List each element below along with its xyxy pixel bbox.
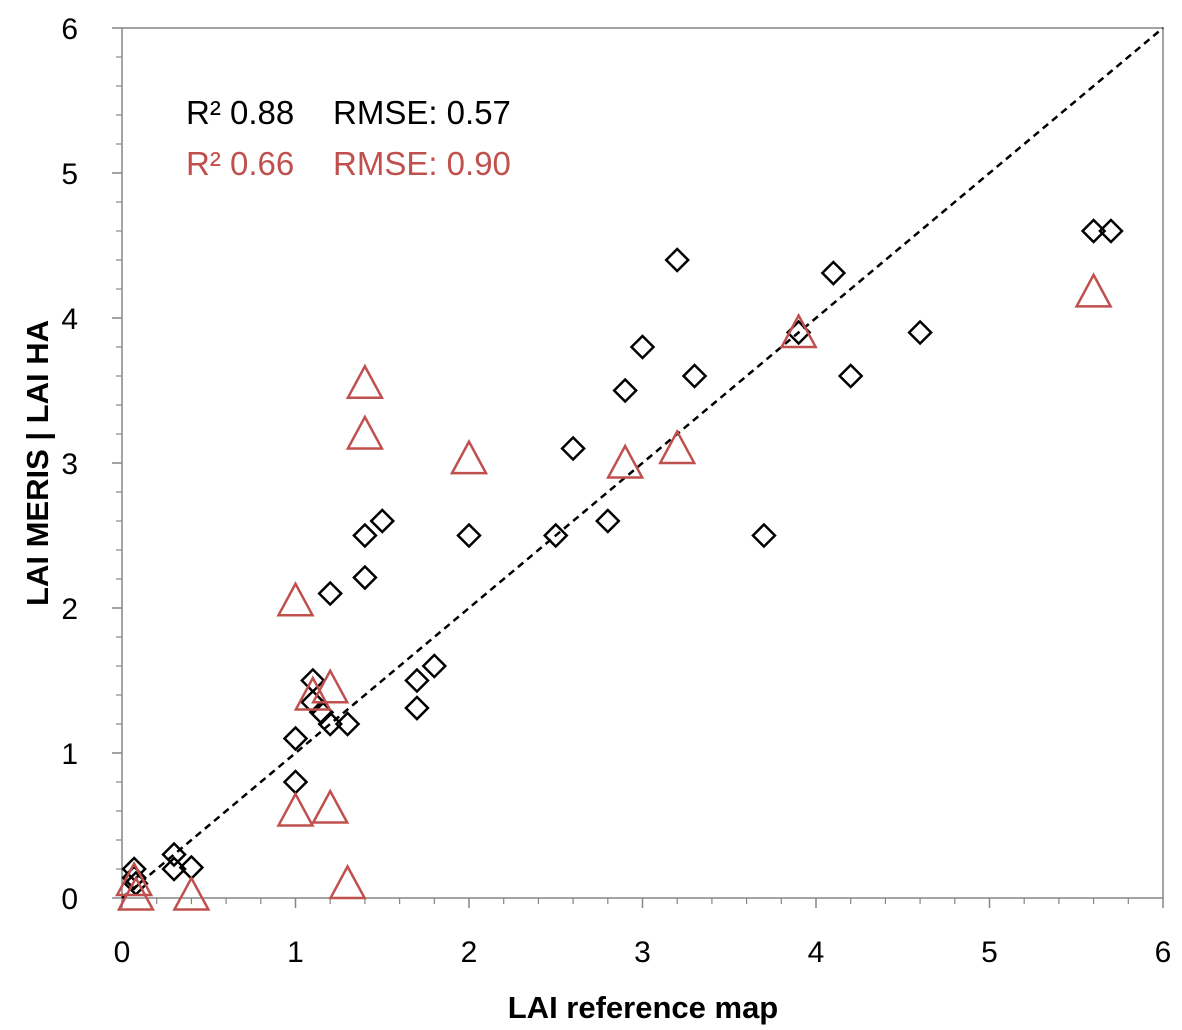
data-point-diamond <box>595 508 621 534</box>
data-point-diamond <box>404 667 430 694</box>
x-tick-label: 3 <box>634 936 651 969</box>
data-point-diamond <box>334 711 361 737</box>
y-tick-label: 1 <box>61 738 78 771</box>
data-point-diamond <box>121 864 147 891</box>
data-point-triangle <box>311 788 350 824</box>
stats-2: R² 0.66 RMSE: 0.90 <box>186 145 511 182</box>
x-tick-label: 4 <box>808 936 825 969</box>
data-point-triangle <box>449 439 489 475</box>
one-to-one-line <box>121 27 1164 899</box>
data-point-diamond <box>820 260 847 286</box>
y-axis-title: LAI MERIS | LAI HA <box>20 320 55 606</box>
data-point-triangle <box>115 860 154 897</box>
data-point-diamond <box>907 319 933 346</box>
x-tick-label: 0 <box>114 936 131 969</box>
data-point-diamond <box>1098 218 1124 244</box>
data-point-triangle <box>658 428 697 465</box>
y-tick-label: 6 <box>61 13 78 46</box>
data-point-diamond <box>612 377 638 404</box>
y-tick-label: 0 <box>61 883 78 916</box>
series-red-triangles <box>115 272 1113 911</box>
data-point-diamond <box>352 564 378 591</box>
stats-1-rmse: RMSE: 0.57 <box>333 94 511 131</box>
stats-2-r2: R² 0.66 <box>186 145 294 182</box>
data-point-triangle <box>276 791 315 827</box>
x-axis-title: LAI reference map <box>508 990 779 1025</box>
x-tick-label: 6 <box>1155 936 1172 969</box>
data-point-diamond <box>751 522 777 549</box>
data-point-triangle <box>345 363 384 399</box>
data-point-diamond <box>352 522 378 549</box>
data-point-diamond <box>369 508 396 534</box>
data-point-diamond <box>560 435 586 462</box>
data-point-diamond <box>404 695 430 721</box>
x-tick-label: 2 <box>461 936 478 969</box>
data-point-diamond <box>681 363 708 389</box>
data-point-triangle <box>1074 272 1113 308</box>
y-tick-label: 4 <box>61 303 78 336</box>
data-point-diamond <box>1080 218 1107 244</box>
data-point-triangle <box>116 875 155 911</box>
data-point-diamond <box>456 522 482 549</box>
data-point-diamond <box>317 580 343 607</box>
stats-1-r2: R² 0.88 <box>186 94 294 131</box>
stats-1: R² 0.88 RMSE: 0.57 <box>186 94 511 131</box>
x-tick-label: 1 <box>287 936 304 969</box>
data-point-diamond <box>629 334 656 360</box>
stats-2-rmse: RMSE: 0.90 <box>333 145 511 182</box>
data-point-triangle <box>779 312 818 349</box>
data-point-diamond <box>282 725 309 752</box>
x-tick-labels: 0 1 2 3 4 5 6 <box>114 936 1172 969</box>
data-point-triangle <box>172 875 211 911</box>
data-point-triangle <box>293 675 332 711</box>
x-tick-label: 5 <box>981 936 998 969</box>
data-point-diamond <box>664 247 690 273</box>
data-point-diamond <box>161 841 187 868</box>
data-point-triangle <box>276 581 315 617</box>
y-tick-labels: 0 1 2 3 4 5 6 <box>61 13 78 916</box>
data-point-triangle <box>328 863 367 900</box>
data-point-diamond <box>317 711 343 737</box>
data-point-triangle <box>345 414 384 450</box>
y-tick-label: 2 <box>61 593 78 626</box>
data-point-diamond <box>421 653 448 679</box>
y-tick-label: 3 <box>61 448 78 481</box>
data-point-triangle <box>606 443 645 479</box>
data-point-diamond <box>837 363 864 389</box>
data-point-triangle <box>311 668 350 704</box>
major-ticks <box>112 27 1164 908</box>
y-tick-label: 5 <box>61 158 78 191</box>
data-point-diamond <box>542 522 569 549</box>
